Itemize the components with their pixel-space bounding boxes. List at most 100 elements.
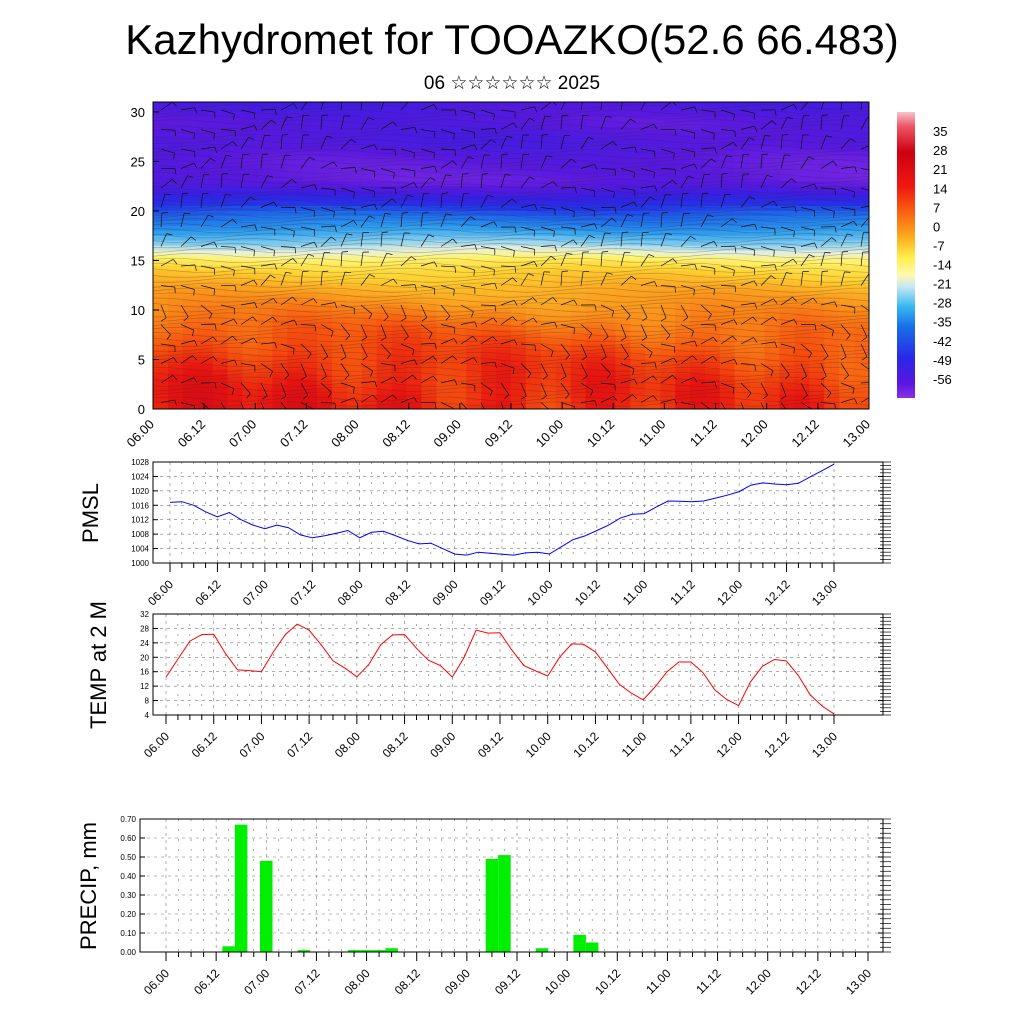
heatmap-cell [212,215,229,222]
heatmap-cell [421,369,438,375]
wind-barb [280,154,286,169]
heatmap-cell [466,176,482,182]
wind-barb-feather [342,96,348,97]
heatmap-cell [675,136,691,143]
heatmap-cell [540,265,557,271]
heatmap-cell [615,399,631,405]
wind-barb [320,225,336,228]
heatmap-cell [481,240,497,247]
heatmap-cell [272,156,288,163]
wind-barb-feather [774,109,777,116]
heatmap-cell [615,265,631,271]
contour-line [153,243,869,249]
heatmap-cell [645,290,661,296]
heatmap-cell [824,379,840,385]
heatmap-cell [451,181,467,187]
heatmap-cell [630,176,646,182]
heatmap-cell [153,136,169,143]
wind-barb [500,265,516,268]
heatmap-cell [332,349,348,356]
heatmap-cell [167,354,184,361]
heatmap-cell [645,324,661,331]
wind-barb-feather [808,254,815,258]
heatmap-cell [406,215,423,222]
heatmap-cell [749,176,766,182]
heatmap-cell [167,166,184,172]
heatmap-cell [764,220,781,227]
wind-barb-feather [652,375,658,381]
heatmap-cell [496,230,512,237]
wind-barb [160,285,175,288]
heatmap-cell [690,215,706,222]
heatmap-cell [227,250,244,257]
heatmap-cell [272,210,288,217]
heatmap-cell [854,384,869,390]
heatmap-cell [466,314,482,321]
precip-bars [222,824,599,952]
heatmap-cell [809,319,825,326]
heatmap-cell [361,205,378,212]
heatmap-cell [197,191,214,197]
heatmap-cell [317,404,333,409]
heatmap-cell [496,339,512,346]
heatmap-cell [570,161,587,167]
heatmap-cell [242,300,259,306]
wind-barb [360,324,368,338]
heatmap-cell [361,141,378,148]
wind-barb-feather [250,196,256,201]
heatmap-cell [451,384,467,390]
heatmap-cell [615,215,631,222]
wind-barb [460,382,475,386]
heatmap-cell [794,285,810,291]
heatmap-cell [391,102,408,108]
wind-barb [760,135,766,150]
heatmap-cell [630,240,646,247]
wind-barb-feather [802,395,808,400]
heatmap-cell [779,106,796,113]
heatmap-cell [496,255,512,262]
heatmap-cell [645,131,661,138]
heatmap-cell [466,240,482,247]
wind-barb-feather [733,270,735,277]
heatmap-cell [615,235,631,242]
wind-barb-feather [541,395,547,400]
heatmap-cell [734,201,751,207]
heatmap-cell [854,131,869,138]
wind-barb [280,258,293,267]
heatmap-cell [212,156,229,163]
heatmap-cell [570,210,587,217]
heatmap-cell [317,394,333,400]
heatmap-cell [660,290,676,296]
heatmap-cell [600,121,617,128]
heatmap-cell [212,250,229,257]
heatmap-cell [332,196,348,202]
wind-barb [360,215,370,228]
heatmap-cell [779,171,796,177]
heatmap-cell [212,106,229,113]
heatmap-x-tick-label: 09.00 [430,417,464,451]
wind-barb [260,119,272,130]
heatmap-cell [197,314,214,321]
contour-line [153,124,869,130]
heatmap-cell [272,250,288,257]
heatmap-cell [391,255,408,262]
heatmap-cell [719,300,736,306]
heatmap-cell [570,319,587,326]
wind-barb-feather [693,163,698,170]
wind-barb-feather [708,314,712,320]
wind-barb-feather [313,210,315,217]
heatmap-cell [212,191,229,197]
heatmap-cell [854,235,869,242]
wind-barb [280,226,295,232]
heatmap-cell [376,171,393,177]
wind-barb [260,135,265,150]
wind-barb [560,239,574,247]
heatmap-cell [391,270,408,276]
heatmap-cell [272,344,288,351]
heatmap-cell [734,260,751,266]
heatmap-cell [690,399,706,405]
heatmap-cell [361,334,378,341]
heatmap-cell [690,176,706,182]
heatmap-cell [212,344,229,351]
heatmap-cell [182,225,199,232]
